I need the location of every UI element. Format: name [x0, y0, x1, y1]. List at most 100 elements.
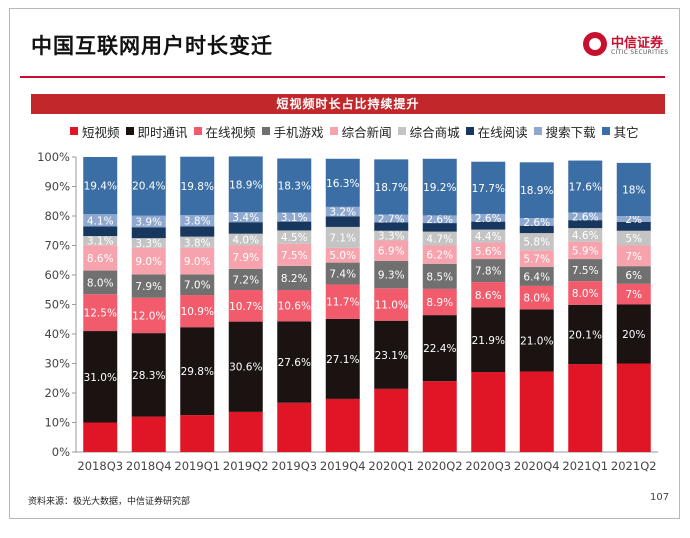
bar-segment	[374, 214, 409, 223]
x-tick-label: 2020Q2	[417, 459, 463, 473]
bar-segment	[180, 415, 215, 452]
bar-segment	[131, 155, 166, 216]
bar-data-label: 10.6%	[278, 301, 311, 313]
y-tick-label: 0%	[52, 445, 70, 459]
bar-segment	[422, 381, 457, 452]
bar-data-label: 10.9%	[181, 306, 214, 318]
bar-segment	[422, 223, 457, 232]
legend-label: 手机游戏	[273, 124, 324, 140]
legend-item-8: 其它	[601, 122, 639, 141]
legend-item-0: 短视频	[70, 122, 120, 141]
bar-data-label: 4.1%	[87, 215, 114, 227]
bar-data-label: 7.5%	[572, 265, 599, 277]
bar-segment	[83, 226, 118, 237]
bar-segment	[325, 318, 360, 399]
bar-segment	[228, 212, 263, 223]
bar-data-label: 7.0%	[184, 280, 211, 292]
bar-segment	[568, 228, 603, 242]
bar-segment	[568, 241, 603, 260]
bar-segment	[568, 304, 603, 365]
bar-segment	[519, 218, 554, 226]
bar-data-label: 12.5%	[84, 308, 117, 320]
bar-segment	[83, 236, 118, 246]
bar-segment	[471, 372, 506, 452]
bar-segment	[616, 230, 651, 246]
bar-segment	[519, 233, 554, 251]
bar-segment	[83, 270, 118, 295]
bar-data-label: 10.7%	[229, 301, 262, 313]
page-number: 107	[650, 492, 670, 503]
legend-label: 即时通讯	[137, 124, 188, 140]
bar-segment	[519, 267, 554, 286]
logo-main-text: 中信证券	[611, 36, 664, 51]
bar-segment	[83, 157, 118, 215]
bar-data-label: 12.0%	[132, 310, 165, 322]
bar-segment	[131, 227, 166, 239]
slide-title: 中国互联网用户时长变迁	[31, 34, 273, 58]
bar-segment	[616, 216, 651, 222]
bar-data-label: 7.5%	[281, 250, 308, 262]
bar-segment	[131, 274, 166, 298]
bar-data-label: 8.2%	[281, 273, 308, 285]
bar-segment	[83, 214, 118, 227]
y-tick-label: 100%	[37, 150, 70, 164]
bar-data-label: 8.5%	[426, 271, 453, 283]
x-tick-label: 2020Q4	[514, 459, 560, 473]
legend-swatch	[533, 127, 542, 135]
bar-data-label: 4.7%	[426, 234, 453, 246]
bar-data-label: 27.1%	[326, 354, 359, 366]
bar-segment	[471, 161, 506, 214]
bar-segment	[325, 216, 360, 227]
bar-segment	[471, 282, 506, 308]
bar-data-label: 28.3%	[132, 370, 165, 382]
bar-segment	[277, 321, 312, 403]
bar-segment	[374, 320, 409, 389]
bar-data-label: 9.3%	[378, 270, 405, 282]
legend-swatch	[397, 127, 406, 135]
bar-data-label: 18.3%	[278, 180, 311, 192]
bar-segment	[422, 288, 457, 316]
bar-data-label: 7.9%	[135, 281, 162, 293]
bar-data-label: 3.8%	[184, 216, 211, 228]
bar-data-label: 20.1%	[569, 329, 602, 341]
legend-label: 在线视频	[205, 124, 256, 140]
bar-segment	[519, 285, 554, 310]
bar-segment	[568, 160, 603, 213]
bar-data-label: 7.1%	[329, 232, 356, 244]
bar-segment	[568, 220, 603, 229]
bar-data-label: 9.0%	[184, 256, 211, 268]
bar-data-label: 19.2%	[423, 182, 456, 194]
citic-logo-icon	[583, 32, 607, 56]
bar-data-label: 8.6%	[475, 290, 502, 302]
bar-segment	[277, 221, 312, 231]
bar-segment	[374, 240, 409, 261]
bar-segment	[568, 259, 603, 282]
bar-data-label: 2.7%	[378, 214, 405, 226]
bar-data-label: 3.3%	[135, 238, 162, 250]
title-divider	[20, 76, 665, 78]
bar-segment	[471, 229, 506, 243]
y-tick-label: 50%	[44, 298, 70, 312]
legend-label: 综合商城	[409, 124, 460, 140]
legend-item-3: 手机游戏	[261, 122, 324, 141]
y-tick-label: 90%	[44, 180, 70, 194]
bar-data-label: 18.9%	[229, 179, 262, 191]
chart-legend: 短视频 即时通讯 在线视频 手机游戏 综合新闻 综合商城 在线阅读 搜索下载 其它	[70, 122, 645, 140]
bar-data-label: 30.6%	[229, 362, 262, 374]
bar-data-label: 16.3%	[326, 178, 359, 190]
legend-item-2: 在线视频	[193, 122, 256, 141]
bar-segment	[568, 281, 603, 305]
bar-data-label: 11.0%	[375, 300, 408, 312]
bar-segment	[180, 215, 215, 227]
bar-segment	[471, 242, 506, 260]
bar-data-label: 7%	[625, 251, 642, 263]
bar-segment	[277, 402, 312, 452]
x-tick-label: 2020Q1	[368, 459, 414, 473]
bar-data-label: 4.5%	[281, 232, 308, 244]
bar-segment	[83, 422, 118, 452]
bar-data-label: 8.0%	[572, 288, 599, 300]
bar-data-label: 19.8%	[181, 181, 214, 193]
y-tick-label: 80%	[44, 209, 70, 223]
legend-item-4: 综合新闻	[329, 122, 392, 141]
legend-swatch	[193, 127, 202, 135]
